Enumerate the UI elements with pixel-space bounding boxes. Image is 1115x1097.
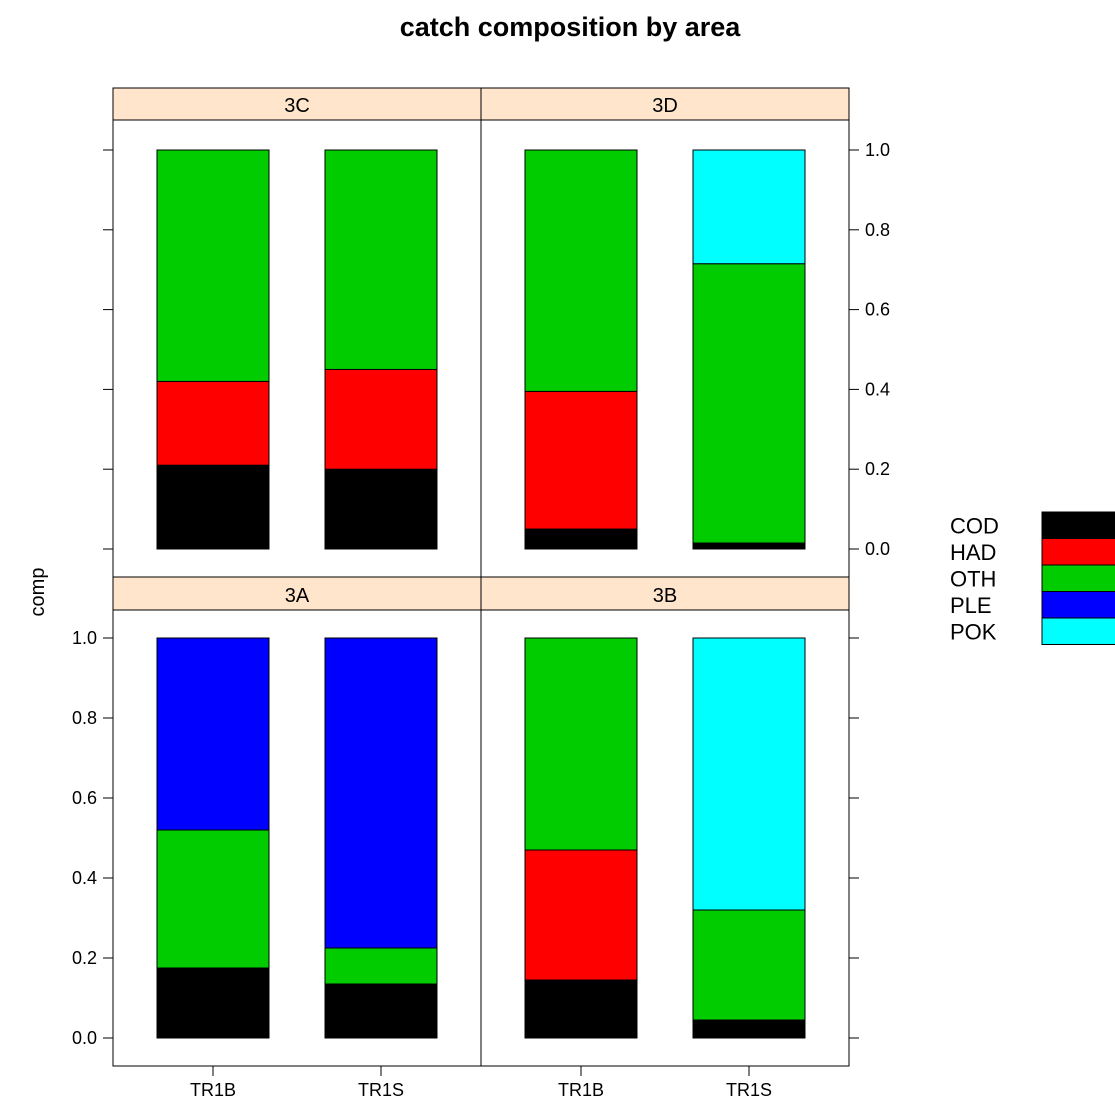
legend-swatch-cod bbox=[1041, 511, 1115, 539]
bar-segment-had bbox=[324, 368, 438, 470]
bar-segment-cod bbox=[324, 468, 438, 550]
x-axis: TR1B TR1S TR1B TR1S bbox=[190, 1066, 772, 1097]
chart-title: catch composition by area bbox=[400, 12, 742, 42]
panel-strip bbox=[480, 576, 850, 611]
strip-label: 3D bbox=[652, 95, 678, 117]
bar-segment-cod bbox=[692, 1019, 806, 1039]
panel-strip bbox=[480, 87, 850, 121]
y-tick-label: 1.0 bbox=[865, 140, 890, 160]
legend-label: COD bbox=[950, 514, 999, 539]
strip-label: 3A bbox=[285, 585, 310, 607]
y-tick-label: 0.2 bbox=[865, 459, 890, 479]
legend-label: POK bbox=[950, 620, 997, 645]
legend-swatch-pok bbox=[1041, 617, 1115, 645]
y-tick-label: 0.4 bbox=[865, 379, 890, 399]
bar-segment-oth bbox=[524, 149, 638, 392]
legend-label: OTH bbox=[950, 567, 996, 592]
y-tick-label: 0.4 bbox=[72, 868, 97, 888]
bar-segment-cod bbox=[156, 967, 270, 1039]
bar-segment-oth bbox=[324, 947, 438, 985]
bar-segment-had bbox=[524, 390, 638, 530]
y-tick-label: 0.2 bbox=[72, 948, 97, 968]
panel-3a: 3A bbox=[112, 576, 482, 1067]
panel-3c: 3C bbox=[112, 87, 482, 578]
y-tick-label: 1.0 bbox=[72, 628, 97, 648]
panel-strip bbox=[112, 87, 482, 121]
bar-segment-had bbox=[156, 380, 270, 466]
bar-segment-pok bbox=[692, 149, 806, 265]
panel-3b: 3B bbox=[480, 576, 850, 1067]
bar-segment-cod bbox=[524, 979, 638, 1039]
y-tick-label: 0.0 bbox=[865, 539, 890, 559]
bar-segment-ple bbox=[324, 637, 438, 949]
bar-segment-pok bbox=[692, 637, 806, 911]
bar-segment-oth bbox=[156, 149, 270, 382]
x-tick-label: TR1B bbox=[558, 1080, 604, 1097]
bar-segment-ple bbox=[156, 637, 270, 831]
bar-segment-cod bbox=[156, 464, 270, 550]
y-axes: 0.0 0.0 0.2 0.2 0.4 0.4 0.6 0.6 0.8 0.8 1.0 1.0 bbox=[72, 140, 890, 1048]
bar-segment-cod bbox=[524, 528, 638, 550]
bar-segment-cod bbox=[324, 983, 438, 1039]
legend-swatch-ple bbox=[1041, 591, 1115, 619]
panel-frame bbox=[480, 609, 850, 1067]
legend-label: PLE bbox=[950, 593, 992, 618]
y-axis-title: comp bbox=[27, 568, 49, 617]
x-tick-label: TR1S bbox=[726, 1080, 772, 1097]
y-tick-label: 0.8 bbox=[865, 220, 890, 240]
y-tick-label: 0.6 bbox=[865, 300, 890, 320]
panel-strip bbox=[112, 576, 482, 611]
strip-label: 3C bbox=[284, 95, 310, 117]
bar-segment-cod bbox=[692, 542, 806, 550]
y-tick-label: 0.8 bbox=[72, 708, 97, 728]
legend-swatch-oth bbox=[1041, 564, 1115, 592]
bar-segment-had bbox=[524, 849, 638, 981]
bar-segment-oth bbox=[692, 263, 806, 544]
panel-3d: 3D bbox=[480, 87, 850, 578]
panels: 3C 3D 3A 3B 0.0 0.0 0.2 0.2 0.4 0.4 0.6 0.6 0.8 0.8 1.… bbox=[72, 87, 890, 1097]
y-tick-label: 0.6 bbox=[72, 788, 97, 808]
bar-segment-oth bbox=[692, 909, 806, 1021]
bar-segment-oth bbox=[156, 829, 270, 969]
bar-segment-oth bbox=[524, 637, 638, 851]
x-tick-label: TR1B bbox=[190, 1080, 236, 1097]
legend-label: HAD bbox=[950, 540, 996, 565]
strip-label: 3B bbox=[653, 585, 677, 607]
y-tick-label: 0.0 bbox=[72, 1028, 97, 1048]
bar-segment-oth bbox=[324, 149, 438, 370]
legend-swatch-had bbox=[1041, 538, 1115, 566]
x-tick-label: TR1S bbox=[358, 1080, 404, 1097]
